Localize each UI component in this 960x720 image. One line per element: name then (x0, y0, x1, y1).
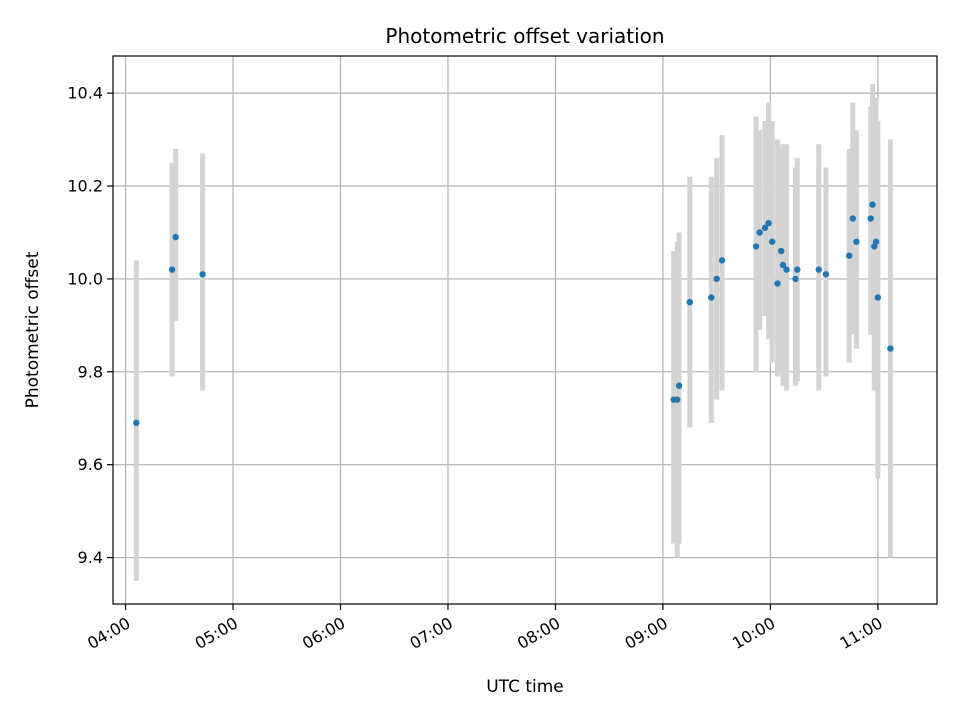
grid-lines (113, 56, 937, 604)
error-bars (133, 83, 893, 581)
data-point (783, 266, 790, 273)
data-point (874, 294, 882, 301)
y-tick-label: 10.4 (67, 84, 103, 103)
x-tick-label: 04:00 (84, 613, 133, 653)
data-point (761, 224, 769, 232)
x-tick-label: 11:00 (836, 613, 885, 653)
data-point (769, 238, 776, 245)
data-point (792, 275, 799, 283)
data-point (815, 266, 822, 273)
data-point (765, 219, 772, 227)
y-tick-label: 9.8 (78, 362, 103, 381)
data-point (686, 298, 693, 306)
y-tick-label: 9.4 (78, 548, 103, 567)
data-points (133, 201, 894, 427)
x-axis-label: UTC time (486, 677, 564, 697)
data-point (756, 229, 763, 236)
x-tick-label: 07:00 (407, 613, 456, 653)
y-axis-label: Photometric offset (23, 251, 43, 408)
data-point (133, 419, 140, 427)
data-point (849, 215, 857, 222)
data-point (172, 233, 179, 241)
data-point (887, 345, 894, 352)
y-tick-label: 9.6 (78, 455, 103, 474)
data-point (853, 238, 860, 245)
data-point (168, 266, 176, 273)
data-point (777, 247, 785, 255)
plot-frame (112, 55, 938, 605)
y-tick-label: 10.0 (67, 269, 103, 288)
data-point (779, 261, 787, 269)
data-point (708, 294, 715, 301)
data-point (867, 215, 874, 222)
x-tick-label: 10:00 (729, 613, 778, 653)
data-point (674, 396, 681, 403)
y-tick-label: 10.2 (67, 177, 103, 196)
x-tick-label: 09:00 (621, 613, 670, 653)
data-point (675, 382, 683, 389)
x-tick-label: 06:00 (299, 613, 348, 653)
data-point (713, 275, 720, 283)
data-point (774, 280, 781, 287)
data-point (846, 252, 853, 259)
data-point (869, 201, 876, 208)
data-point (872, 238, 880, 245)
data-point (794, 266, 801, 273)
x-tick-label: 08:00 (514, 613, 563, 653)
data-point (822, 271, 830, 278)
x-tick-label: 05:00 (192, 613, 241, 653)
chart-title: Photometric offset variation (385, 24, 664, 48)
data-point (718, 257, 726, 264)
data-point (752, 243, 760, 250)
data-point (199, 271, 206, 278)
